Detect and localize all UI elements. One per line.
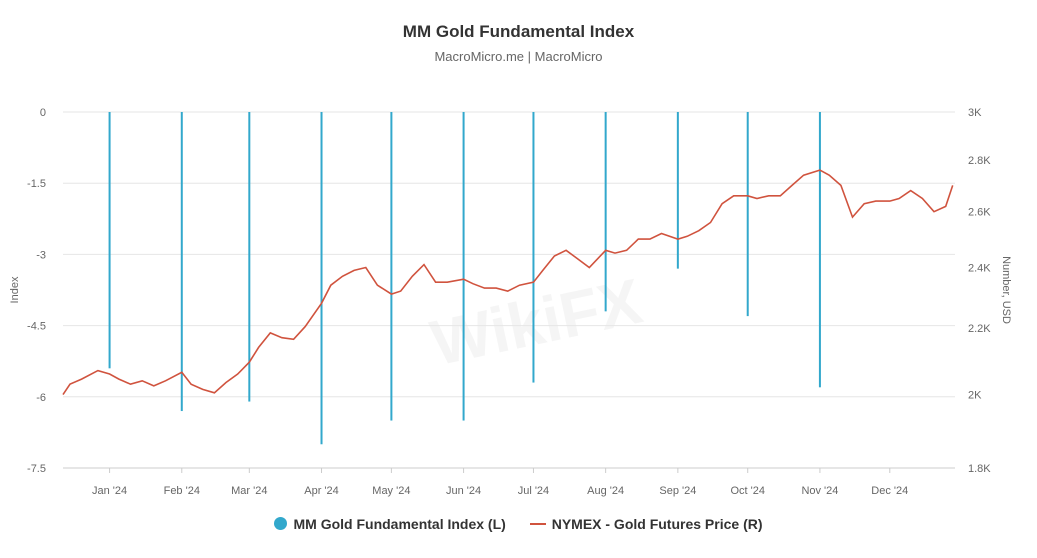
right-tick-label: 2K (968, 390, 982, 402)
x-tick-label: Oct '24 (730, 485, 765, 497)
index-bar (746, 112, 749, 317)
legend-item-price[interactable]: NYMEX - Gold Futures Price (R) (529, 516, 763, 532)
right-tick-label: 1.8K (968, 463, 991, 475)
index-bar (462, 112, 465, 421)
chart-canvas: 0 -1.5 -3 -4.5 -6 -7.5 3K 2.8K 2.6K 2.4K 2.2K 2K 1.… (9, 107, 1012, 497)
x-tick-label: Feb '24 (164, 485, 200, 497)
line-icon (529, 523, 546, 526)
index-bar (604, 112, 607, 312)
index-bar (390, 112, 393, 421)
right-tick-label: 3K (968, 107, 982, 119)
x-tick-label: Aug '24 (587, 485, 624, 497)
left-tick-label: -6 (36, 392, 46, 404)
legend: MM Gold Fundamental Index (L) NYMEX - Go… (0, 515, 1037, 532)
right-tick-label: 2.2K (968, 323, 991, 335)
x-tick-label: Sep '24 (659, 485, 696, 497)
index-bar (108, 112, 111, 369)
left-tick-label: -7.5 (27, 463, 46, 475)
left-tick-label: 0 (40, 107, 46, 119)
left-tick-label: -1.5 (27, 178, 46, 190)
x-tick-label: May '24 (372, 485, 410, 497)
x-tick-label: Apr '24 (304, 485, 339, 497)
legend-item-index[interactable]: MM Gold Fundamental Index (L) (274, 516, 506, 532)
right-tick-label: 2.4K (968, 263, 991, 275)
index-bar (248, 112, 251, 402)
index-bar (818, 112, 821, 388)
price-line (62, 169, 954, 396)
chart-title: MM Gold Fundamental Index (402, 22, 635, 41)
index-bar (532, 112, 535, 383)
x-tick-label: Nov '24 (801, 485, 838, 497)
x-tick-label: Dec '24 (871, 485, 908, 497)
x-tick-label: Jan '24 (92, 485, 127, 497)
left-tick-label: -4.5 (27, 321, 46, 333)
left-axis-ticks: 0 -1.5 -3 -4.5 -6 -7.5 (27, 107, 46, 475)
x-axis-ticks: Jan '24 Feb '24 Mar '24 Apr '24 May '24 Jun '… (92, 468, 908, 497)
chart-subtitle: MacroMicro.me | MacroMicro (434, 49, 603, 64)
x-tick-label: Jul '24 (518, 485, 549, 497)
dot-icon (274, 517, 288, 531)
index-bar (320, 112, 323, 445)
left-axis-title: Index (9, 276, 21, 303)
x-tick-label: Jun '24 (446, 485, 481, 497)
right-axis-ticks: 3K 2.8K 2.6K 2.4K 2.2K 2K 1.8K (968, 107, 991, 475)
index-bar (180, 112, 183, 412)
index-bars (108, 112, 821, 445)
right-axis-title: Number, USD (1000, 256, 1012, 324)
left-tick-label: -3 (36, 249, 46, 261)
index-bar (676, 112, 679, 269)
x-tick-label: Mar '24 (231, 485, 267, 497)
right-tick-label: 2.8K (968, 155, 991, 167)
grid-lines (63, 111, 955, 469)
right-tick-label: 2.6K (968, 207, 991, 219)
